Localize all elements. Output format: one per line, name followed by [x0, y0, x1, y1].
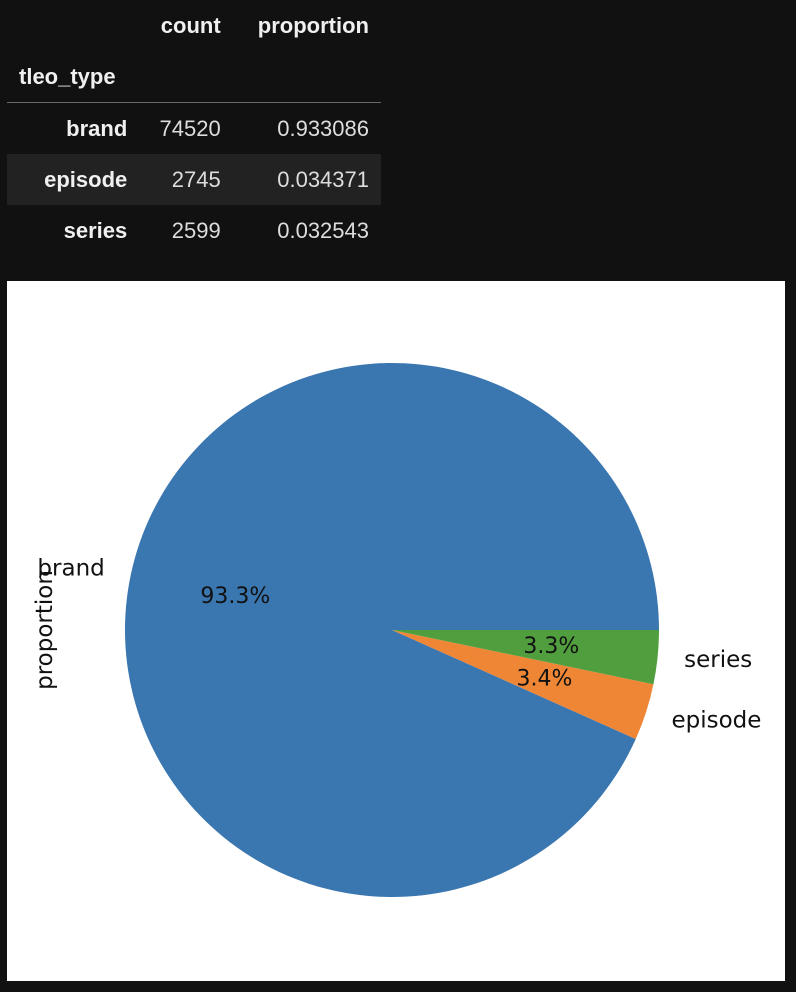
- table-row: episode 2745 0.034371: [7, 154, 381, 205]
- index-name: tleo_type: [7, 51, 140, 103]
- row-label: episode: [44, 166, 128, 192]
- pie-slice-brand: [125, 362, 660, 898]
- row-label: series: [63, 217, 128, 243]
- cell-count: 2599: [171, 217, 221, 243]
- category-label-series: series: [684, 647, 752, 673]
- y-axis-label: proportion: [32, 570, 58, 690]
- column-header-proportion: proportion: [257, 12, 369, 38]
- table-row: brand 74520 0.933086: [7, 103, 381, 155]
- cell-proportion: 0.034371: [277, 166, 369, 192]
- table-row: series 2599 0.032543: [7, 205, 381, 256]
- pie-chart-figure: 93.3% brand 3.4% episode 3.3% series proportio…: [7, 281, 785, 981]
- row-label: brand: [66, 115, 128, 141]
- category-label-episode: episode: [671, 707, 761, 733]
- pie-slice-episode: [392, 630, 654, 739]
- corner-cell: [7, 0, 139, 51]
- pct-label-brand: 93.3%: [200, 584, 270, 609]
- category-label-brand: brand: [37, 556, 104, 582]
- column-header-count: count: [160, 12, 221, 38]
- cell-count: 74520: [159, 115, 221, 141]
- pie-chart: 93.3% brand 3.4% episode 3.3% series proportio…: [32, 362, 761, 898]
- cell-proportion: 0.933086: [277, 115, 369, 141]
- dataframe-table: count proportion tleo_type brand 74520 0…: [7, 0, 381, 256]
- cell-proportion: 0.032543: [277, 217, 369, 243]
- pct-label-series: 3.3%: [523, 634, 579, 659]
- table-header-row: count proportion: [7, 0, 381, 51]
- index-name-row: tleo_type: [7, 51, 381, 103]
- cell-count: 2745: [171, 166, 221, 192]
- pie-slice-series: [392, 630, 659, 685]
- pct-label-episode: 3.4%: [516, 667, 572, 692]
